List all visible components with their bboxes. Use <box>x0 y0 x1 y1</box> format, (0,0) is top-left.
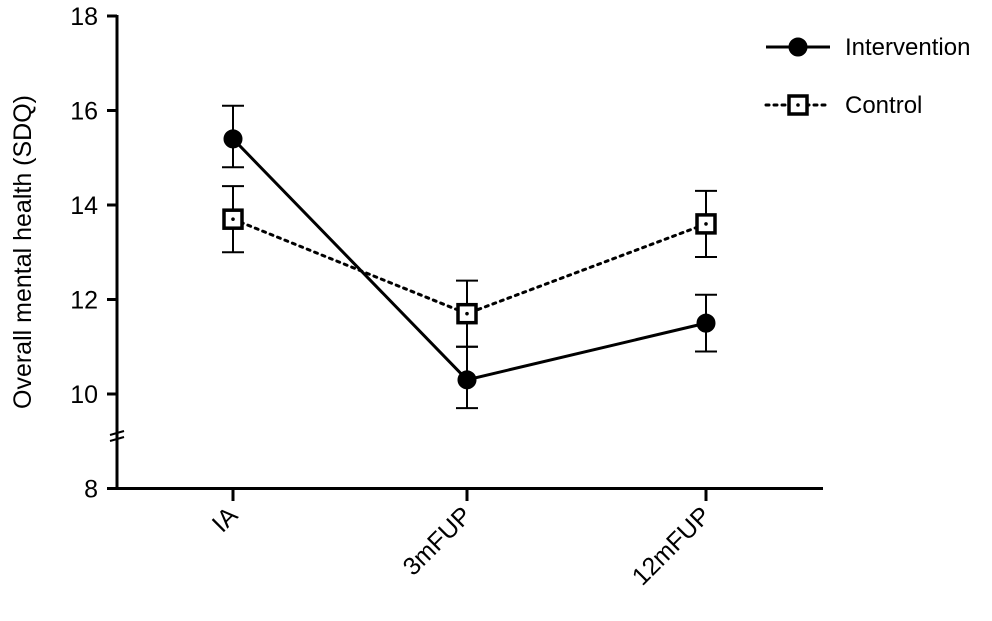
markers-intervention <box>223 129 716 390</box>
series-line-control <box>231 217 708 316</box>
x-tick-label: 3mFUP <box>398 501 478 581</box>
series-line-intervention <box>231 137 707 382</box>
data-point <box>223 129 243 149</box>
axis-break-mark <box>109 430 125 442</box>
data-point <box>222 208 244 230</box>
data-point <box>695 213 717 235</box>
series-intervention <box>222 104 717 410</box>
y-tick-label: 12 <box>70 287 98 315</box>
x-tick-label: IA <box>207 501 244 538</box>
legend: Intervention Control <box>764 34 970 119</box>
y-tick-label: 18 <box>70 3 98 31</box>
data-point <box>457 370 477 390</box>
y-axis-label: Overall mental health (SDQ) <box>9 95 37 409</box>
legend-marker <box>788 37 808 57</box>
y-tick-label: 10 <box>70 381 98 409</box>
y-tick-label: 16 <box>70 98 98 126</box>
legend-item-intervention: Intervention <box>766 34 970 61</box>
legend-label: Control <box>845 92 922 119</box>
legend-label: Intervention <box>845 34 970 61</box>
data-point <box>696 313 716 333</box>
y-tick-label: 14 <box>70 192 98 220</box>
x-ticks: IA 3mFUP 12mFUP <box>207 488 717 591</box>
legend-marker <box>787 94 809 116</box>
axes <box>109 15 823 490</box>
y-tick-label: 8 <box>84 476 98 504</box>
series-layer <box>222 104 717 410</box>
y-ticks: 8 10 12 14 16 18 <box>70 3 117 504</box>
data-point <box>456 302 478 325</box>
markers-control <box>222 208 717 325</box>
x-tick-label: 12mFUP <box>627 501 717 591</box>
legend-item-control: Control <box>764 92 922 119</box>
